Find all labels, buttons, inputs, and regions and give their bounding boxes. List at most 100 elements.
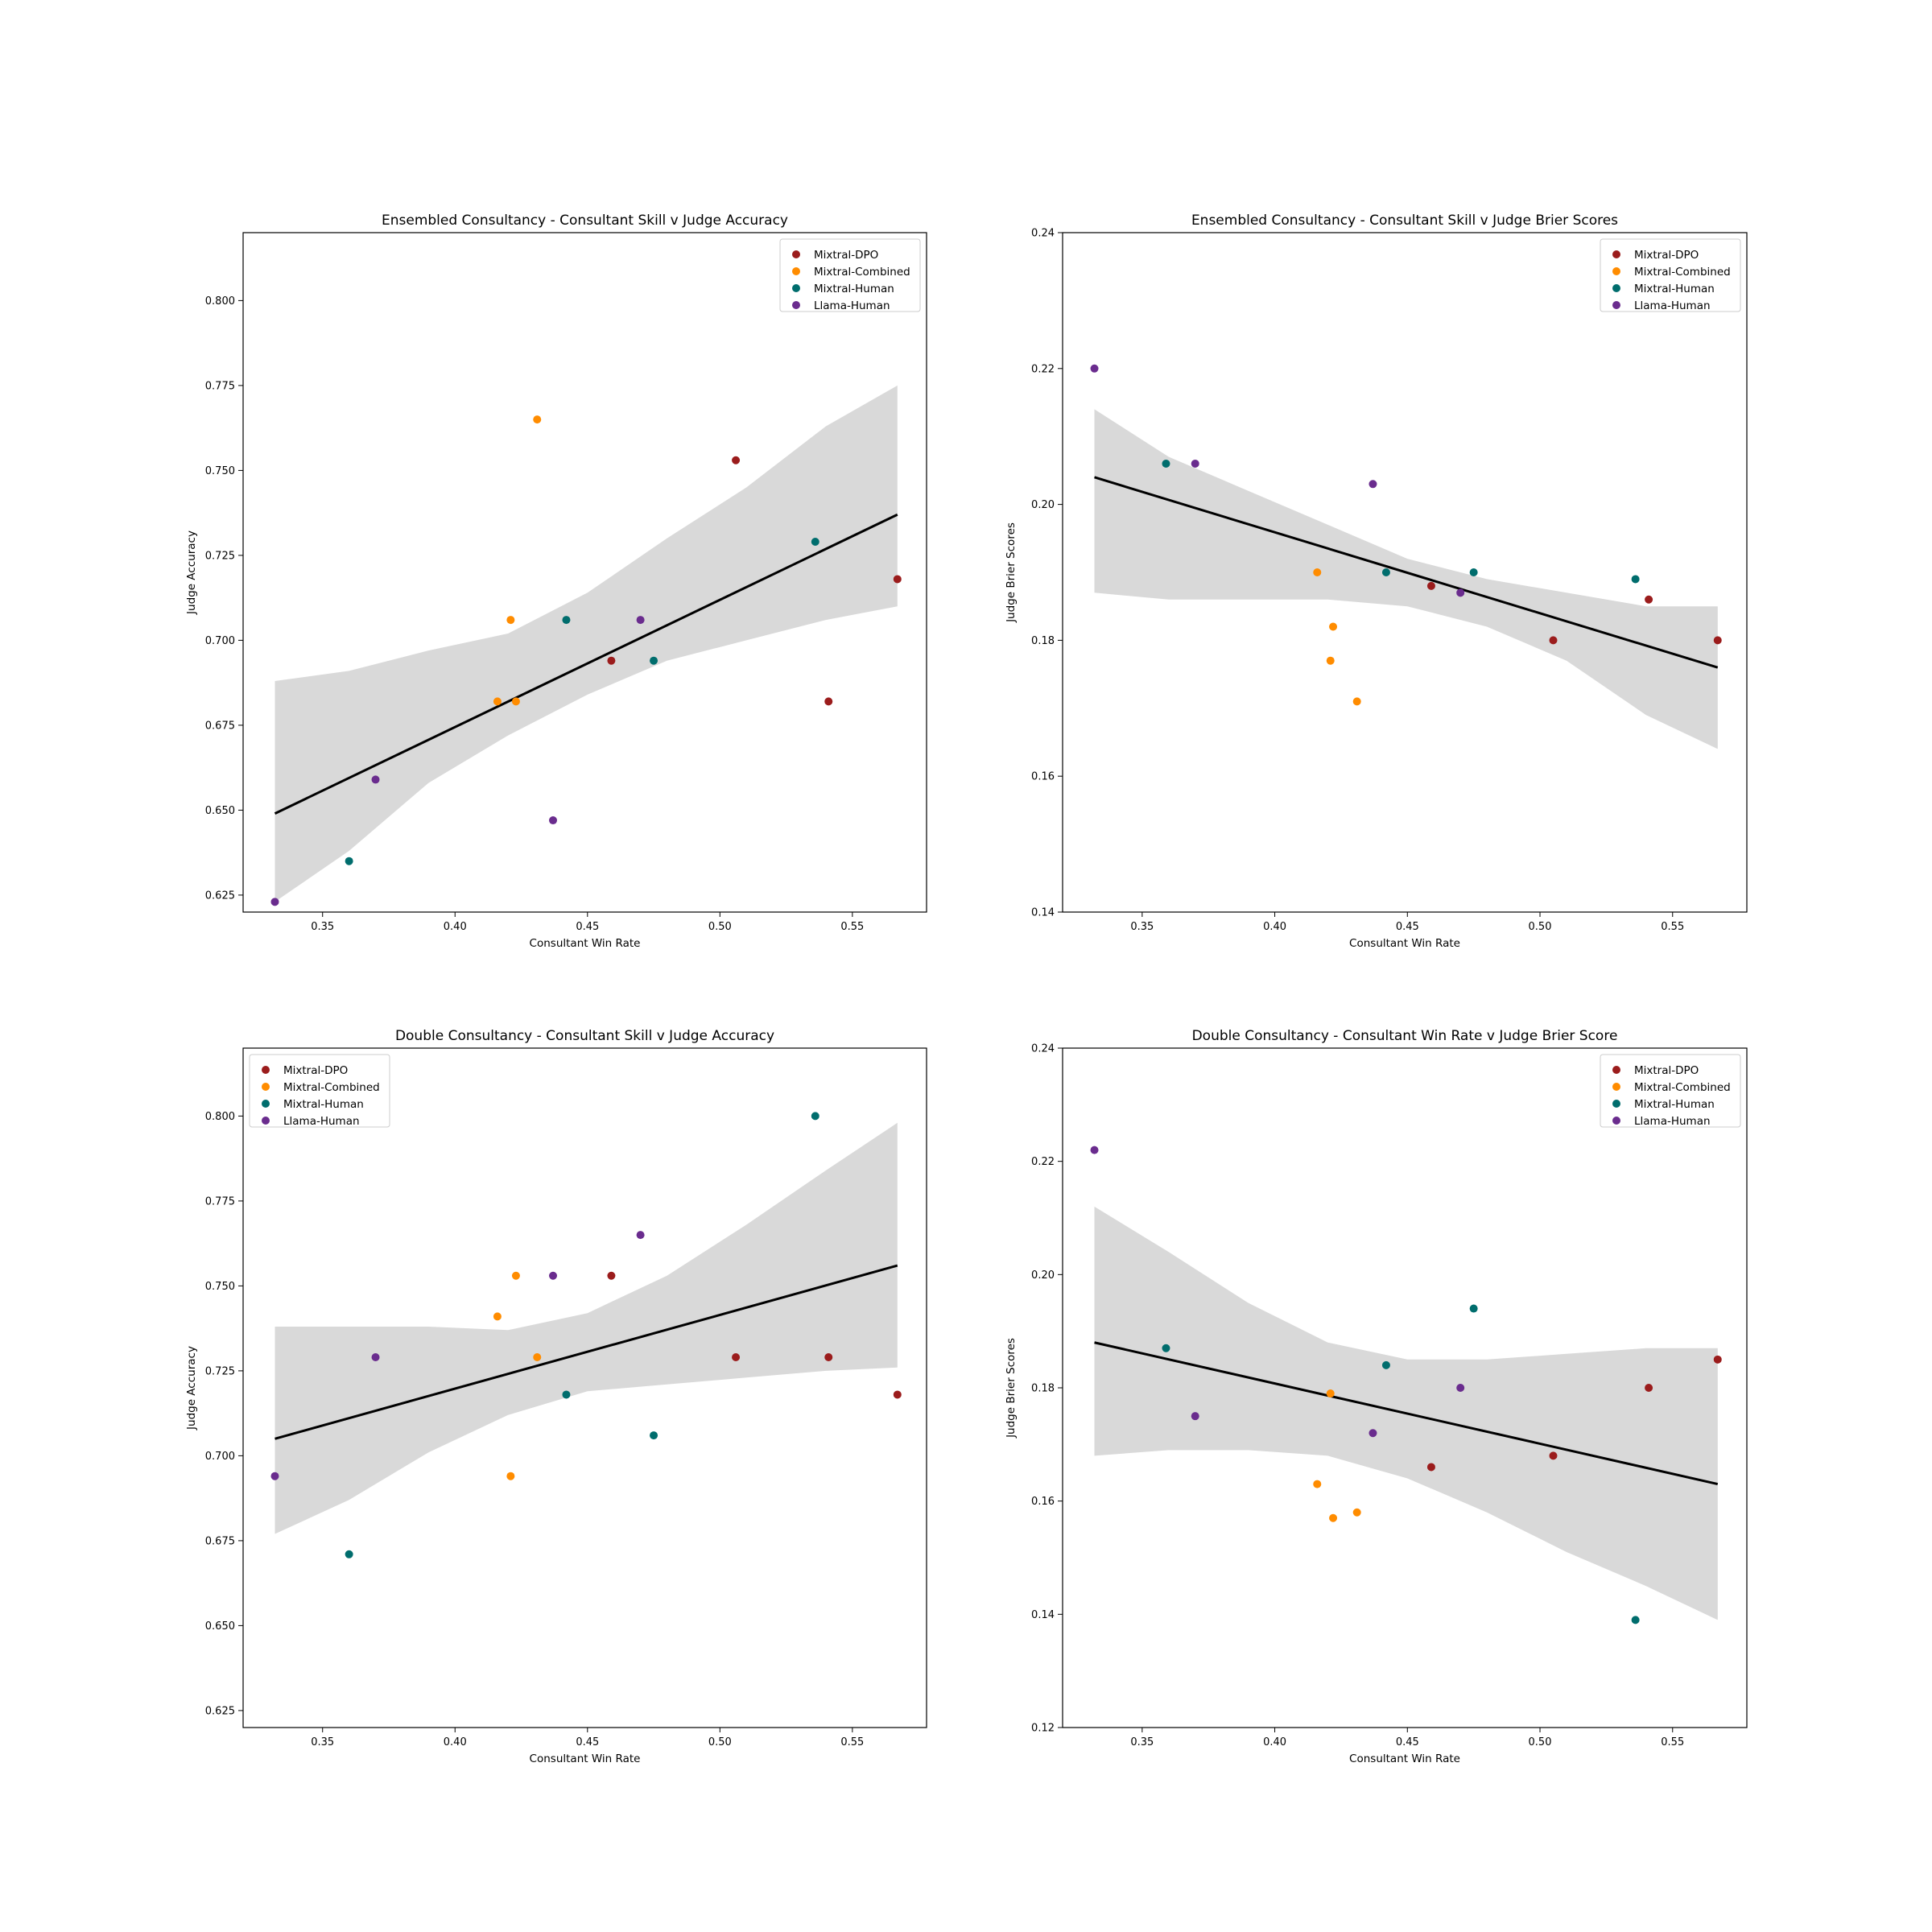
data-point	[1645, 595, 1653, 604]
y-axis-label: Judge Brier Scores	[1005, 1338, 1018, 1439]
y-tick-label: 0.24	[1031, 228, 1055, 240]
legend: Mixtral-DPO Mixtral-Combined Mixtral-Human…	[779, 238, 921, 312]
legend-label: Mixtral-DPO	[283, 1064, 348, 1077]
x-tick-label: 0.45	[1396, 1736, 1419, 1748]
legend-label: Llama-Human	[1634, 1115, 1711, 1128]
legend-box	[1600, 1054, 1741, 1128]
x-tick-label: 0.35	[311, 1736, 334, 1748]
legend-label: Mixtral-Human	[1634, 1098, 1715, 1111]
y-tick-label: 0.675	[205, 1535, 235, 1547]
data-point	[493, 1312, 502, 1321]
data-point	[511, 1271, 520, 1280]
x-tick-label: 0.55	[840, 1736, 864, 1748]
data-point	[1631, 575, 1640, 584]
legend-label: Mixtral-DPO	[814, 249, 878, 262]
data-point	[1381, 1360, 1390, 1369]
data-point	[1456, 588, 1465, 597]
legend-marker	[792, 267, 800, 275]
legend-label: Llama-Human	[814, 299, 890, 312]
y-tick-label: 0.725	[205, 550, 235, 562]
axes-frame	[242, 232, 927, 913]
data-point	[824, 1353, 833, 1362]
data-point	[1326, 656, 1335, 665]
y-tick-label: 0.16	[1031, 1496, 1055, 1508]
x-tick-label: 0.45	[1396, 921, 1419, 933]
x-axis-label: Consultant Win Rate	[530, 937, 641, 950]
data-point	[607, 656, 616, 665]
legend-marker	[1612, 250, 1620, 258]
legend-label: Mixtral-Combined	[1634, 266, 1731, 279]
legend-label: Llama-Human	[1634, 299, 1711, 312]
data-point	[549, 816, 558, 825]
legend-marker	[792, 284, 800, 292]
chart-panel-4: 0.35 0.40 0.45 0.50 0.55 0.12 0.14 0.16 0.18 0.20…	[1005, 1028, 1748, 1765]
data-point	[893, 575, 902, 584]
data-point	[893, 1390, 902, 1399]
data-point	[549, 1271, 558, 1280]
y-tick-label: 0.20	[1031, 499, 1055, 511]
chart-title: Ensembled Consultancy - Consultant Skill…	[1191, 213, 1618, 229]
data-point	[650, 656, 658, 665]
legend-marker	[1612, 1117, 1620, 1125]
y-tick-label: 0.700	[205, 1451, 235, 1463]
data-point	[493, 697, 502, 706]
x-axis-label: Consultant Win Rate	[530, 1752, 641, 1765]
legend-box	[249, 1054, 390, 1128]
x-tick-label: 0.40	[444, 1736, 467, 1748]
data-point	[345, 1550, 353, 1558]
x-tick-label: 0.50	[1529, 921, 1552, 933]
legend-label: Mixtral-Combined	[283, 1081, 380, 1094]
legend-label: Mixtral-Combined	[814, 266, 910, 279]
data-point	[1162, 1344, 1170, 1352]
data-point	[1631, 1616, 1640, 1624]
y-tick-label: 0.800	[205, 1111, 235, 1123]
data-point	[607, 1271, 616, 1280]
x-axis-label: Consultant Win Rate	[1349, 1752, 1460, 1765]
regression-line	[1094, 1341, 1719, 1486]
chart-panel-2: 0.35 0.40 0.45 0.50 0.55 0.14 0.16 0.18 0.20 0.22…	[1005, 213, 1748, 950]
data-point	[1329, 1513, 1338, 1522]
data-point	[1469, 568, 1478, 576]
x-tick-label: 0.35	[311, 921, 334, 933]
legend-box	[779, 238, 921, 312]
x-tick-label: 0.55	[1661, 921, 1684, 933]
y-tick-label: 0.16	[1031, 771, 1055, 783]
y-tick-label: 0.625	[205, 1705, 235, 1717]
data-point	[1162, 459, 1170, 468]
y-tick-label: 0.750	[205, 465, 235, 477]
legend-marker	[262, 1117, 270, 1125]
data-point	[533, 1353, 542, 1362]
chart-title: Ensembled Consultancy - Consultant Skill…	[382, 213, 788, 229]
data-point	[824, 697, 833, 706]
data-point	[1426, 581, 1435, 590]
data-point	[506, 1472, 515, 1480]
data-point	[1368, 1429, 1377, 1438]
chart-panel-1: 0.35 0.40 0.45 0.50 0.55 0.625 0.650 0.675 0.700…	[185, 213, 927, 950]
y-tick-label: 0.20	[1031, 1269, 1055, 1282]
y-tick-label: 0.22	[1031, 1156, 1055, 1168]
data-point	[1090, 364, 1099, 373]
data-point	[1456, 1384, 1465, 1392]
y-axis-label: Judge Brier Scores	[1005, 522, 1018, 623]
confidence-band	[275, 1122, 898, 1534]
y-tick-label: 0.700	[205, 635, 235, 647]
x-tick-label: 0.50	[1529, 1736, 1552, 1748]
legend-label: Mixtral-Human	[283, 1098, 364, 1111]
y-tick-label: 0.725	[205, 1365, 235, 1377]
y-tick-label: 0.22	[1031, 363, 1055, 375]
y-tick-label: 0.18	[1031, 635, 1055, 647]
legend: Mixtral-DPO Mixtral-Combined Mixtral-Human…	[1600, 238, 1741, 312]
data-point	[1191, 459, 1199, 468]
data-point	[732, 1353, 741, 1362]
data-point	[732, 456, 741, 464]
x-tick-label: 0.40	[444, 921, 467, 933]
legend-marker	[1612, 284, 1620, 292]
x-tick-label: 0.45	[576, 921, 599, 933]
data-point	[1713, 1355, 1722, 1364]
legend-label: Mixtral-Human	[814, 283, 894, 295]
data-point	[511, 697, 520, 706]
legend-marker	[1612, 1066, 1620, 1074]
x-axis-label: Consultant Win Rate	[1349, 937, 1460, 950]
data-point	[1469, 1304, 1478, 1313]
